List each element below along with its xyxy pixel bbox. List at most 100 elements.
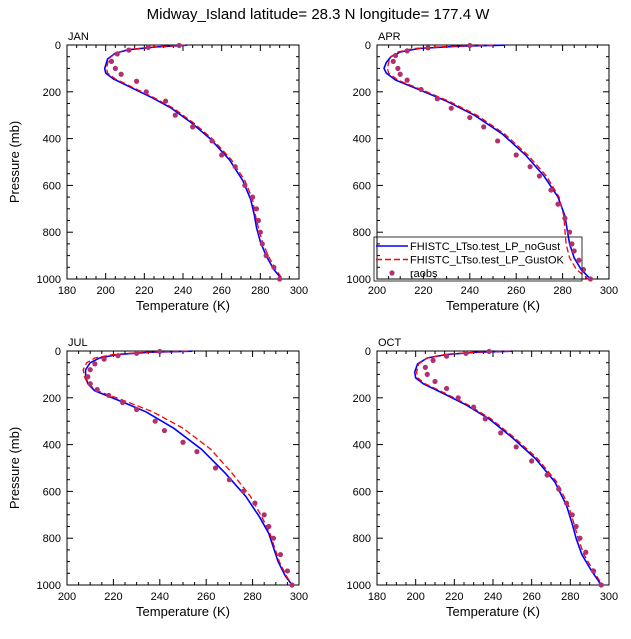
raobs-point	[284, 568, 290, 574]
raobs-point	[161, 427, 168, 434]
legend-marker	[389, 270, 395, 276]
x-tick-label: 220	[445, 591, 463, 603]
raobs-point	[271, 264, 277, 270]
legend-box	[373, 236, 583, 282]
plot-frame	[66, 350, 300, 586]
raobs-point	[424, 371, 430, 377]
raobs-point	[277, 276, 283, 282]
x-tick-label: 300	[290, 591, 308, 603]
raobs-point	[194, 449, 200, 455]
raobs-point	[404, 48, 410, 54]
panel-title: JUL	[68, 337, 88, 349]
raobs-point	[163, 98, 169, 104]
raobs-point	[226, 477, 232, 483]
y-tick-label: 600	[43, 486, 61, 498]
y-tick-label: 800	[353, 227, 371, 239]
raobs-point	[513, 444, 519, 450]
raobs-point	[232, 164, 238, 170]
raobs-point	[115, 353, 121, 359]
raobs-point	[527, 164, 533, 170]
x-tick-label: 200	[368, 285, 386, 297]
raobs-point	[467, 42, 473, 49]
raobs-point	[126, 47, 132, 53]
raobs-point	[463, 350, 469, 356]
raobs-point	[212, 465, 219, 471]
raobs-point	[482, 416, 488, 422]
raobs-point	[257, 229, 263, 235]
y-tick-label: 600	[353, 180, 371, 192]
raobs-point	[240, 488, 246, 494]
raobs-point	[190, 124, 196, 130]
x-axis-label: Temperature (K)	[446, 298, 540, 313]
raobs-point	[422, 364, 428, 370]
x-tick-label: 200	[406, 591, 424, 603]
raobs-point	[569, 512, 575, 518]
series-line-gustok	[82, 350, 293, 586]
series-line-gustok	[415, 350, 603, 586]
raobs-point	[434, 96, 440, 102]
legend: FHISTC_LTso.test_LP_noGust FHISTC_LTso.te…	[373, 236, 583, 282]
x-tick-label: 180	[368, 591, 386, 603]
raobs-point	[495, 138, 501, 144]
series-line-nogust	[103, 44, 283, 280]
raobs-point	[390, 58, 396, 64]
raobs-point	[259, 241, 265, 247]
raobs-point	[576, 257, 582, 263]
x-tick-label: 220	[414, 285, 432, 297]
x-tick-label: 280	[553, 285, 571, 297]
raobs-point	[392, 52, 399, 59]
x-axis-label: Temperature (K)	[136, 298, 230, 313]
raobs-point	[145, 44, 151, 50]
raobs-point	[253, 206, 260, 212]
y-tick-label: 800	[43, 533, 61, 545]
raobs-point	[571, 248, 577, 254]
panel-apr: 200 220 240 260 280 300 0 200 400 600 800 1000 Tempe…	[347, 31, 619, 313]
y-tick-label: 1000	[347, 580, 371, 592]
raobs-point	[397, 71, 403, 77]
x-tick-label: 220	[135, 285, 153, 297]
raobs-point	[590, 568, 597, 574]
raobs-point	[513, 152, 519, 158]
y-tick-label: 200	[43, 87, 61, 99]
raobs-point	[101, 356, 107, 362]
raobs-point	[598, 582, 604, 588]
raobs-point	[471, 404, 477, 410]
x-tick-label: 300	[600, 591, 618, 603]
raobs-point	[118, 71, 124, 77]
raobs-point	[563, 500, 570, 506]
figure-title: Midway_Island latitude= 28.3 N longitude…	[147, 6, 491, 23]
raobs-point	[289, 582, 295, 588]
x-tick-label: 260	[197, 591, 215, 603]
raobs-point	[562, 215, 568, 221]
panel-title: OCT	[378, 337, 402, 349]
raobs-point	[209, 138, 215, 144]
y-axis-label: Pressure (mb)	[7, 121, 22, 203]
raobs-point	[498, 430, 504, 436]
raobs-point	[566, 229, 573, 235]
raobs-point	[120, 399, 126, 406]
raobs-point	[467, 114, 473, 121]
y-tick-label: 0	[55, 346, 61, 358]
raobs-point	[569, 241, 575, 247]
raobs-point	[444, 353, 450, 359]
raobs-point	[255, 217, 261, 224]
x-tick-label: 260	[507, 285, 525, 297]
x-tick-label: 240	[484, 591, 502, 603]
raobs-point	[114, 51, 120, 57]
raobs-point	[112, 65, 118, 71]
y-tick-label: 0	[55, 40, 61, 52]
raobs-point	[87, 367, 93, 373]
raobs-point	[556, 486, 562, 492]
raobs-point	[481, 124, 487, 130]
series-group	[413, 348, 604, 588]
y-tick-label: 600	[43, 180, 61, 192]
raobs-point	[555, 201, 561, 207]
raobs-point	[87, 381, 93, 387]
x-tick-label: 280	[561, 591, 579, 603]
y-tick-label: 400	[43, 134, 61, 146]
raobs-point	[134, 78, 140, 84]
raobs-point	[261, 512, 267, 518]
raobs-point	[252, 500, 258, 506]
series-group	[82, 348, 295, 588]
